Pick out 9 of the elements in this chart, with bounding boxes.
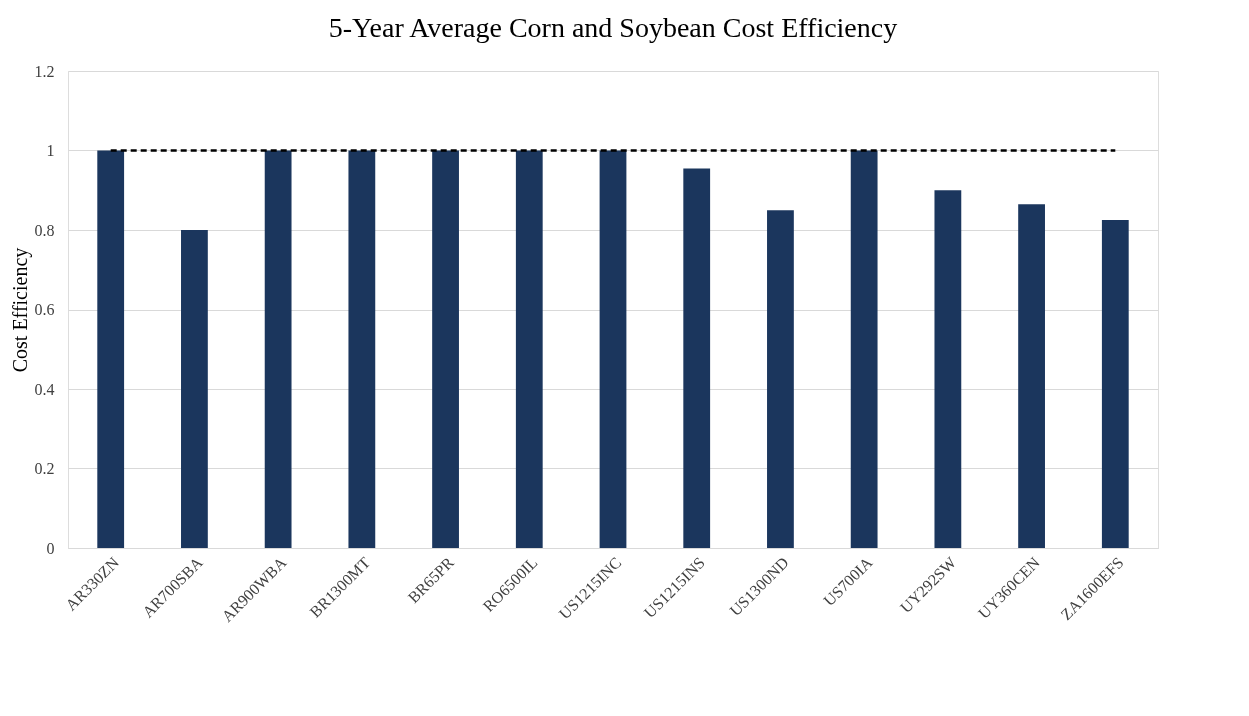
y-tick-label: 0.2 (34, 460, 55, 477)
chart-title: 5-Year Average Corn and Soybean Cost Efficiency (328, 12, 898, 43)
y-axis-title: Cost Efficiency (8, 247, 32, 373)
y-tick-label: 1 (46, 142, 55, 159)
y-tick-label: 0.8 (34, 221, 55, 239)
y-tick-label: 0 (46, 539, 55, 557)
y-tick-label: 0.6 (34, 301, 55, 318)
y-tick-label: 0.4 (34, 380, 55, 398)
y-tick-label: 1.2 (34, 62, 55, 80)
